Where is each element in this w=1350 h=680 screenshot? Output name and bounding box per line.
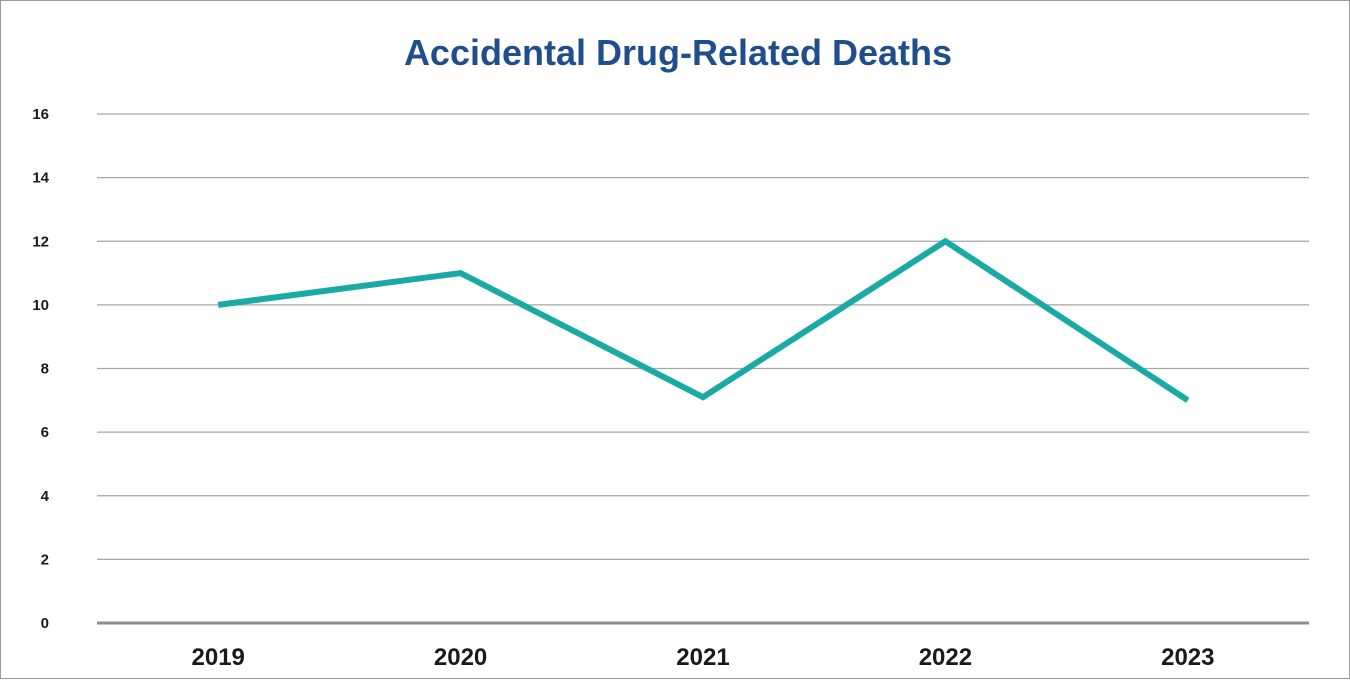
x-axis-tick-labels: 2019 2020 2021 2022 2023 — [192, 644, 1215, 671]
x-tick-label: 2023 — [1161, 644, 1214, 671]
series-line — [217, 237, 1190, 403]
y-tick-label: 10 — [32, 297, 49, 314]
y-tick-label: 12 — [32, 233, 49, 250]
y-tick-label: 16 — [32, 106, 49, 123]
x-tick-label: 2019 — [192, 644, 245, 671]
chart-title: Accidental Drug-Related Deaths — [404, 32, 952, 73]
x-tick-label: 2020 — [434, 644, 487, 671]
y-tick-label: 8 — [41, 361, 49, 378]
y-axis-tick-labels: 0 2 4 6 8 10 12 14 16 — [32, 106, 49, 632]
x-tick-label: 2021 — [676, 644, 729, 671]
gridlines — [97, 113, 1309, 625]
y-tick-label: 0 — [41, 615, 49, 632]
y-tick-label: 2 — [41, 551, 49, 568]
series-layer — [217, 237, 1190, 403]
y-tick-label: 4 — [41, 488, 50, 505]
y-tick-label: 14 — [32, 170, 49, 187]
x-tick-label: 2022 — [919, 644, 972, 671]
y-tick-label: 6 — [41, 424, 49, 441]
